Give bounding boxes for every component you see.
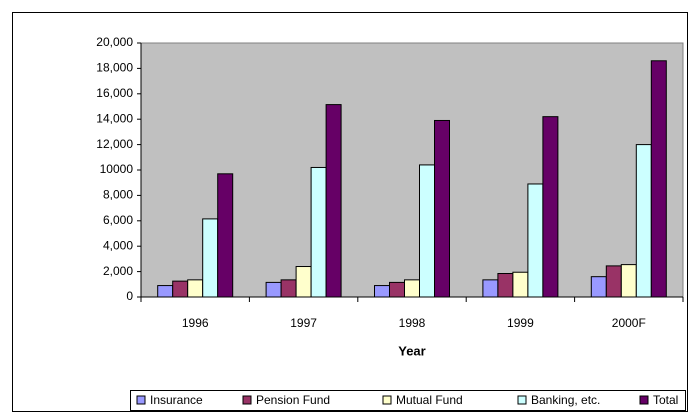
x-axis-title: Year xyxy=(398,343,425,358)
y-tick-label: 12,000 xyxy=(96,137,133,151)
legend-swatch xyxy=(382,395,392,405)
bar xyxy=(217,173,234,298)
y-tick-label: 6,000 xyxy=(103,213,133,227)
bar xyxy=(419,164,435,298)
legend-label: Pension Fund xyxy=(256,393,330,407)
legend-swatch xyxy=(517,395,527,405)
bar xyxy=(265,281,282,298)
bar xyxy=(157,285,174,298)
x-tick-label: 2000F xyxy=(612,316,646,330)
x-tick-label: 1998 xyxy=(399,316,426,330)
legend-label: Total xyxy=(653,393,678,407)
legend-box xyxy=(130,390,686,411)
bar xyxy=(482,279,499,298)
legend-label: Insurance xyxy=(150,393,203,407)
bar xyxy=(202,218,219,298)
y-tick-label: 16,000 xyxy=(96,86,133,100)
bar xyxy=(650,60,667,298)
x-tick-label: 1996 xyxy=(182,316,209,330)
bar xyxy=(389,281,405,298)
bar xyxy=(590,276,607,298)
x-tick-label: 1997 xyxy=(290,316,317,330)
bar xyxy=(404,279,420,298)
bar xyxy=(172,280,189,298)
y-tick-label: 14,000 xyxy=(96,111,133,125)
bar xyxy=(310,166,327,298)
legend-swatch xyxy=(242,395,252,405)
legend-swatch xyxy=(639,395,649,405)
bar xyxy=(605,265,622,298)
legend-label: Banking, etc. xyxy=(531,393,600,407)
bar xyxy=(434,119,450,298)
bar xyxy=(527,183,544,298)
bar xyxy=(187,279,204,298)
bar xyxy=(635,144,652,298)
bar xyxy=(280,279,297,298)
y-tick-label: 10000 xyxy=(100,162,134,176)
y-tick-label: 0 xyxy=(126,289,133,303)
bar xyxy=(374,285,390,298)
y-tick-label: 8,000 xyxy=(103,188,133,202)
legend-swatch xyxy=(136,395,146,405)
bar xyxy=(497,273,514,298)
bar xyxy=(542,116,559,298)
bar xyxy=(325,104,342,298)
y-tick-label: 4,000 xyxy=(103,238,133,252)
y-tick-label: 20,000 xyxy=(96,35,133,49)
bar xyxy=(620,264,637,298)
x-tick-label: 1999 xyxy=(507,316,534,330)
legend-label: Mutual Fund xyxy=(396,393,463,407)
bar xyxy=(512,271,529,298)
bar xyxy=(295,266,312,298)
y-tick-label: 2,000 xyxy=(103,264,133,278)
y-tick-label: 18,000 xyxy=(96,61,133,75)
